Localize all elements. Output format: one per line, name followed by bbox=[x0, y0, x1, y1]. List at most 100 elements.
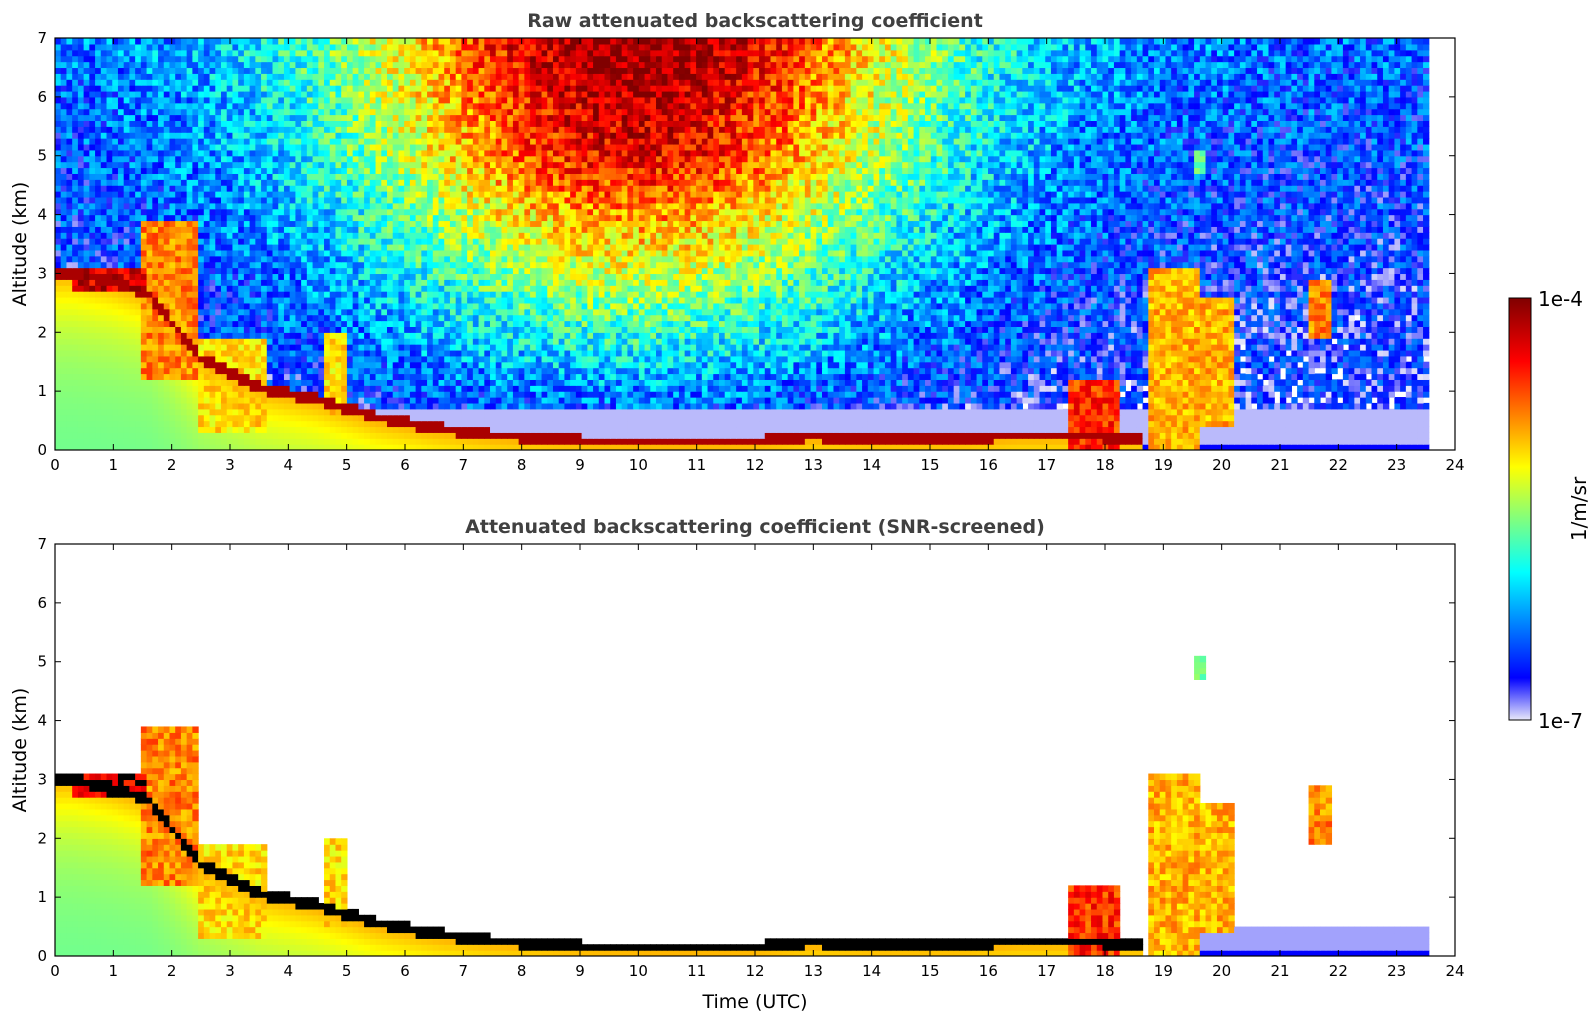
heatmap-cell bbox=[1314, 397, 1320, 403]
heatmap-cell bbox=[1028, 397, 1034, 403]
heatmap-cell bbox=[221, 415, 227, 421]
heatmap-cell bbox=[553, 421, 559, 427]
heatmap-cell bbox=[1143, 338, 1149, 344]
heatmap-cell bbox=[1417, 368, 1423, 374]
heatmap-cell bbox=[307, 403, 313, 409]
heatmap-cell bbox=[221, 385, 227, 391]
heatmap-cell bbox=[1114, 332, 1120, 338]
heatmap-cell bbox=[1131, 356, 1137, 362]
heatmap-cell bbox=[1177, 356, 1183, 362]
heatmap-cell bbox=[776, 403, 782, 409]
heatmap-cell bbox=[645, 344, 651, 350]
heatmap-cell bbox=[107, 344, 113, 350]
heatmap-cell bbox=[1337, 350, 1343, 356]
heatmap-cell bbox=[839, 332, 845, 338]
heatmap-cell bbox=[1263, 362, 1269, 368]
heatmap-cell bbox=[816, 350, 822, 356]
heatmap-cell bbox=[759, 397, 765, 403]
heatmap-cell bbox=[965, 409, 971, 415]
heatmap-cell bbox=[1223, 373, 1229, 379]
heatmap-cell bbox=[1394, 421, 1400, 427]
heatmap-cell bbox=[536, 350, 542, 356]
heatmap-cell bbox=[1017, 421, 1023, 427]
heatmap-cell bbox=[175, 426, 181, 432]
heatmap-cell bbox=[879, 344, 885, 350]
heatmap-cell bbox=[845, 362, 851, 368]
heatmap-cell bbox=[1097, 415, 1103, 421]
heatmap-cell bbox=[1372, 391, 1378, 397]
heatmap-cell bbox=[1223, 415, 1229, 421]
heatmap-cell bbox=[1228, 326, 1234, 332]
heatmap-cell bbox=[169, 338, 175, 344]
heatmap-cell bbox=[1177, 385, 1183, 391]
heatmap-cell bbox=[874, 385, 880, 391]
heatmap-cell bbox=[341, 415, 347, 421]
heatmap-cell bbox=[1383, 391, 1389, 397]
heatmap-cell bbox=[736, 373, 742, 379]
heatmap-cell bbox=[599, 373, 605, 379]
heatmap-cell bbox=[335, 409, 341, 415]
heatmap-cell bbox=[1211, 432, 1217, 438]
heatmap-cell bbox=[169, 421, 175, 427]
heatmap-cell bbox=[410, 344, 416, 350]
heatmap-cell bbox=[72, 432, 78, 438]
heatmap-cell bbox=[1114, 326, 1120, 332]
heatmap-cell bbox=[662, 344, 668, 350]
heatmap-cell bbox=[1349, 409, 1355, 415]
heatmap-cell bbox=[902, 432, 908, 438]
heatmap-cell bbox=[232, 426, 238, 432]
heatmap-cell bbox=[1286, 426, 1292, 432]
heatmap-cell bbox=[1354, 332, 1360, 338]
heatmap-cell bbox=[833, 326, 839, 332]
heatmap-cell bbox=[851, 379, 857, 385]
heatmap-cell bbox=[72, 373, 78, 379]
heatmap-cell bbox=[1268, 362, 1274, 368]
heatmap-cell bbox=[547, 344, 553, 350]
heatmap-cell bbox=[450, 379, 456, 385]
heatmap-cell bbox=[811, 373, 817, 379]
heatmap-cell bbox=[479, 332, 485, 338]
heatmap-cell bbox=[1274, 409, 1280, 415]
heatmap-cell bbox=[959, 356, 965, 362]
heatmap-cell bbox=[1143, 421, 1149, 427]
heatmap-cell bbox=[101, 391, 107, 397]
heatmap-cell bbox=[376, 362, 382, 368]
heatmap-cell bbox=[862, 332, 868, 338]
heatmap-cell bbox=[192, 415, 198, 421]
heatmap-cell bbox=[490, 350, 496, 356]
heatmap-cell bbox=[679, 379, 685, 385]
heatmap-cell bbox=[376, 432, 382, 438]
heatmap-cell bbox=[576, 438, 582, 444]
heatmap-cell bbox=[141, 362, 147, 368]
heatmap-cell bbox=[112, 391, 118, 397]
heatmap-cell bbox=[290, 326, 296, 332]
heatmap-cell bbox=[696, 350, 702, 356]
heatmap-cell bbox=[89, 421, 95, 427]
heatmap-cell bbox=[679, 397, 685, 403]
heatmap-cell bbox=[799, 385, 805, 391]
heatmap-cell bbox=[564, 350, 570, 356]
heatmap-cell bbox=[730, 326, 736, 332]
heatmap-cell bbox=[1085, 362, 1091, 368]
heatmap-cell bbox=[1097, 426, 1103, 432]
heatmap-cell bbox=[484, 391, 490, 397]
heatmap-cell bbox=[198, 438, 204, 444]
heatmap-cell bbox=[141, 403, 147, 409]
heatmap-cell bbox=[793, 362, 799, 368]
heatmap-cell bbox=[101, 356, 107, 362]
heatmap-cell bbox=[513, 356, 519, 362]
heatmap-cell bbox=[776, 409, 782, 415]
heatmap-cell bbox=[66, 403, 72, 409]
heatmap-cell bbox=[816, 415, 822, 421]
heatmap-cell bbox=[1022, 350, 1028, 356]
heatmap-cell bbox=[833, 438, 839, 444]
heatmap-cell bbox=[587, 350, 593, 356]
heatmap-cell bbox=[141, 391, 147, 397]
heatmap-cell bbox=[1188, 438, 1194, 444]
heatmap-cell bbox=[1291, 373, 1297, 379]
heatmap-cell bbox=[965, 373, 971, 379]
heatmap-cell bbox=[496, 338, 502, 344]
heatmap-cell bbox=[84, 350, 90, 356]
heatmap-cell bbox=[204, 438, 210, 444]
heatmap-cell bbox=[112, 326, 118, 332]
